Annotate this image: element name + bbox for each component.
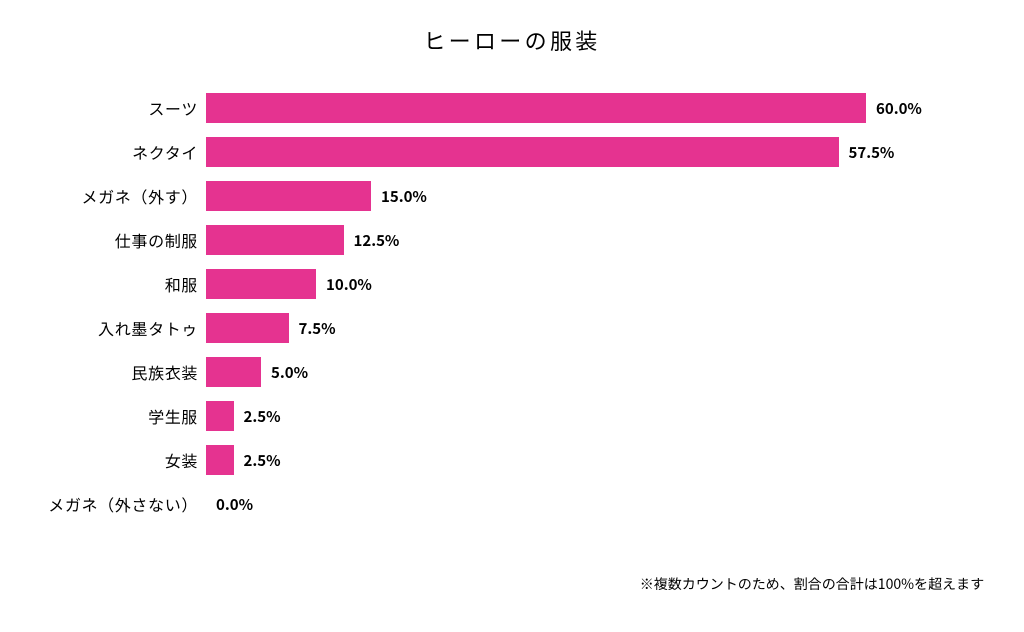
value-label: 15.0%	[371, 186, 427, 207]
bar	[206, 181, 371, 211]
bar	[206, 137, 839, 167]
chart-footnote: ※複数カウントのため、割合の合計は100%を超えます	[640, 574, 984, 594]
bar-track: 60.0%	[206, 86, 984, 130]
bar-track: 7.5%	[206, 306, 984, 350]
bar	[206, 93, 866, 123]
category-label: ネクタイ	[30, 140, 206, 164]
bar-row: 入れ墨タトゥ 7.5%	[30, 306, 984, 350]
bar-row: スーツ 60.0%	[30, 86, 984, 130]
bar	[206, 445, 234, 475]
bar-track: 10.0%	[206, 262, 984, 306]
category-label: 民族衣装	[30, 360, 206, 384]
category-label: スーツ	[30, 96, 206, 120]
bar	[206, 225, 344, 255]
value-label: 2.5%	[234, 450, 281, 471]
bar	[206, 401, 234, 431]
category-label: 女装	[30, 448, 206, 472]
bar	[206, 269, 316, 299]
value-label: 7.5%	[289, 318, 336, 339]
bar-row: メガネ（外さない） 0.0%	[30, 482, 984, 526]
bar-track: 5.0%	[206, 350, 984, 394]
category-label: メガネ（外す）	[30, 184, 206, 208]
bar-row: 和服 10.0%	[30, 262, 984, 306]
bar-row: 民族衣装 5.0%	[30, 350, 984, 394]
value-label: 60.0%	[866, 98, 922, 119]
bar-track: 0.0%	[206, 482, 984, 526]
bar	[206, 313, 289, 343]
bar-row: メガネ（外す） 15.0%	[30, 174, 984, 218]
bar-track: 12.5%	[206, 218, 984, 262]
category-label: 和服	[30, 272, 206, 296]
category-label: メガネ（外さない）	[30, 492, 206, 516]
chart-title: ヒーローの服装	[0, 24, 1024, 56]
value-label: 2.5%	[234, 406, 281, 427]
value-label: 10.0%	[316, 274, 372, 295]
category-label: 学生服	[30, 404, 206, 428]
value-label: 57.5%	[839, 142, 895, 163]
bar	[206, 357, 261, 387]
bar-track: 2.5%	[206, 394, 984, 438]
bar-chart: スーツ 60.0% ネクタイ 57.5% メガネ（外す） 15.0% 仕事の制服…	[0, 86, 1024, 526]
value-label: 5.0%	[261, 362, 308, 383]
value-label: 0.0%	[206, 494, 253, 515]
bar-track: 57.5%	[206, 130, 984, 174]
bar-row: 女装 2.5%	[30, 438, 984, 482]
bar-track: 15.0%	[206, 174, 984, 218]
bar-track: 2.5%	[206, 438, 984, 482]
value-label: 12.5%	[344, 230, 400, 251]
bar-row: 学生服 2.5%	[30, 394, 984, 438]
bar-row: ネクタイ 57.5%	[30, 130, 984, 174]
category-label: 仕事の制服	[30, 228, 206, 252]
category-label: 入れ墨タトゥ	[30, 316, 206, 340]
bar-row: 仕事の制服 12.5%	[30, 218, 984, 262]
